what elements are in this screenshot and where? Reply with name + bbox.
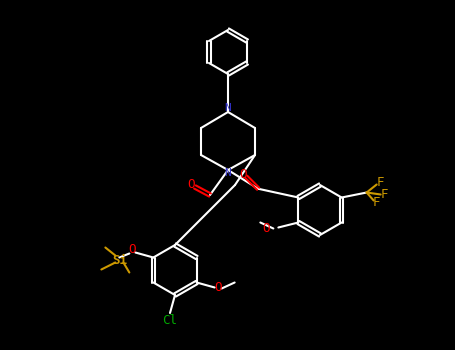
Text: O: O xyxy=(187,178,195,191)
Text: Si: Si xyxy=(112,254,127,267)
Text: N: N xyxy=(225,168,232,178)
Text: Cl: Cl xyxy=(162,314,177,327)
Text: F: F xyxy=(373,196,380,209)
Text: O: O xyxy=(214,281,222,294)
Text: O: O xyxy=(129,243,136,256)
Text: O: O xyxy=(239,168,247,181)
Text: O: O xyxy=(263,222,270,235)
Text: F: F xyxy=(377,176,384,189)
Text: N: N xyxy=(225,103,232,113)
Text: F: F xyxy=(381,188,389,201)
